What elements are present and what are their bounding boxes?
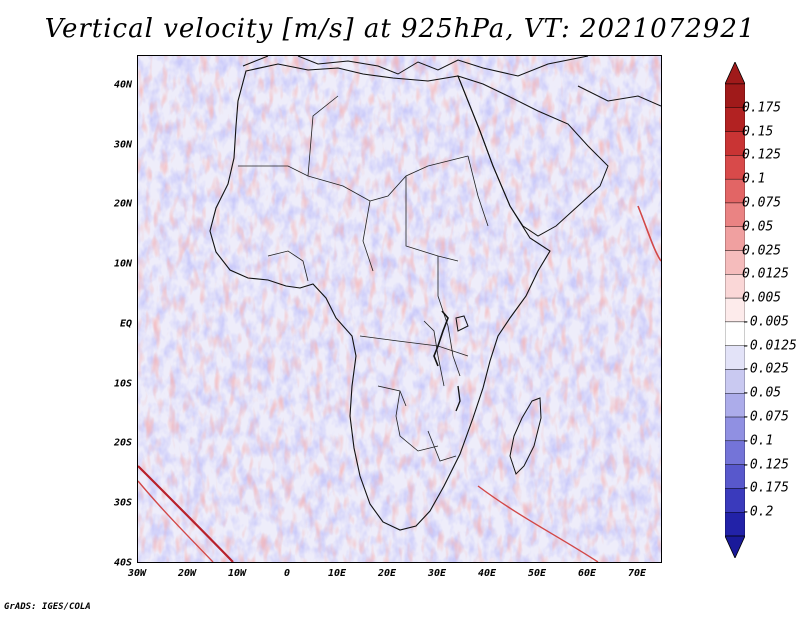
colorbar-level-label: 0.175 bbox=[742, 100, 782, 116]
map-panel bbox=[137, 55, 662, 563]
lat-tick-label: 20N bbox=[113, 198, 132, 210]
colorbar-bottom-arrow bbox=[725, 535, 745, 558]
lat-tick-label: 40S bbox=[113, 557, 132, 569]
lon-tick-label: 70E bbox=[627, 568, 647, 579]
lon-tick-label: 20E bbox=[377, 568, 397, 579]
colorbar-level-label: -0.0125 bbox=[742, 338, 797, 354]
colorbar-level-label: 0.125 bbox=[742, 147, 782, 163]
updraft-band-sw-2 bbox=[138, 480, 214, 562]
arabian-peninsula-coastline bbox=[457, 75, 609, 237]
lon-tick-label: 60E bbox=[577, 568, 597, 579]
colorbar-level-label: 0.025 bbox=[742, 243, 782, 259]
lat-tick-label: 10N bbox=[113, 258, 132, 270]
colorbar-level-label: 0.0125 bbox=[742, 266, 789, 282]
colorbar bbox=[725, 62, 745, 558]
colorbar-level-label: 0.1 bbox=[742, 171, 766, 187]
persia-coastline bbox=[577, 85, 661, 107]
colorbar-level-label: 0.005 bbox=[742, 290, 782, 306]
madagascar-coastline bbox=[509, 397, 542, 475]
velocity-field-map bbox=[138, 56, 661, 562]
colorbar-level-label: -0.125 bbox=[742, 457, 789, 473]
updraft-band-arabian-sea bbox=[637, 205, 661, 262]
lon-tick-label: 50E bbox=[527, 568, 547, 579]
lake-victoria bbox=[455, 315, 469, 332]
lat-tick-label: 40N bbox=[113, 79, 132, 91]
ascending-motion-texture bbox=[138, 56, 661, 562]
lake-malawi bbox=[455, 385, 461, 412]
lat-tick-label: 30S bbox=[113, 497, 132, 509]
colorbar-level-label: -0.075 bbox=[742, 409, 789, 425]
lat-tick-label: EQ bbox=[119, 318, 132, 330]
colorbar-level-label: 0.15 bbox=[742, 124, 774, 140]
lon-tick-label: 20W bbox=[177, 568, 197, 579]
colorbar-level-label: -0.025 bbox=[742, 361, 789, 377]
colorbar-level-label: -0.005 bbox=[742, 314, 789, 330]
lon-tick-label: 10E bbox=[327, 568, 347, 579]
colorbar-level-label: 0.05 bbox=[742, 219, 774, 235]
mediterranean-north-shore bbox=[242, 56, 589, 77]
lake-tanganyika bbox=[433, 310, 449, 367]
strong-updraft-band-sw bbox=[138, 465, 234, 562]
lon-tick-label: 30W bbox=[127, 568, 147, 579]
lat-tick-label: 20S bbox=[113, 437, 132, 449]
colorbar-level-label: -0.05 bbox=[742, 385, 782, 401]
updraft-band-se bbox=[477, 485, 599, 562]
software-credit: GrADS: IGES/COLA bbox=[4, 602, 91, 612]
colorbar-level-label: 0.075 bbox=[742, 195, 782, 211]
lat-tick-label: 30N bbox=[113, 139, 132, 151]
country-borders bbox=[238, 95, 489, 462]
lon-tick-label: 0 bbox=[283, 568, 291, 579]
colorbar-level-label: -0.1 bbox=[742, 433, 774, 449]
lon-tick-label: 40E bbox=[477, 568, 497, 579]
colorbar-level-label: -0.175 bbox=[742, 480, 789, 496]
lon-tick-label: 10W bbox=[227, 568, 247, 579]
colorbar-top-arrow bbox=[725, 62, 745, 85]
map-title: Vertical velocity [m/s] at 925hPa, VT: 2… bbox=[44, 14, 756, 44]
colorbar-level-label: -0.2 bbox=[742, 504, 774, 520]
lat-tick-label: 10S bbox=[113, 378, 132, 390]
lon-tick-label: 30E bbox=[427, 568, 447, 579]
